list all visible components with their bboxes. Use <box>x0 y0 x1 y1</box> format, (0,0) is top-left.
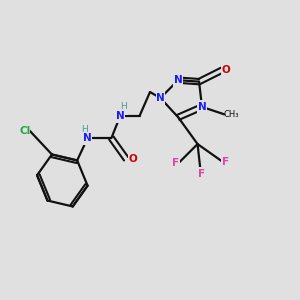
Bar <box>170 157 180 170</box>
Text: CH₃: CH₃ <box>223 110 238 119</box>
Text: F: F <box>172 158 179 168</box>
Text: F: F <box>199 169 206 179</box>
Bar <box>226 108 236 121</box>
Bar <box>116 109 125 122</box>
Bar <box>197 100 207 114</box>
Bar <box>20 124 30 137</box>
Text: Cl: Cl <box>20 126 31 136</box>
Text: N: N <box>83 133 92 143</box>
Text: H: H <box>120 102 127 111</box>
Bar <box>128 152 137 166</box>
Bar <box>221 63 230 76</box>
Text: F: F <box>222 157 230 167</box>
Bar <box>118 102 128 115</box>
Bar <box>83 131 92 145</box>
Text: H: H <box>81 125 88 134</box>
Text: O: O <box>221 65 230 75</box>
Text: O: O <box>128 154 137 164</box>
Text: N: N <box>174 75 183 85</box>
Bar <box>197 167 207 181</box>
Bar <box>173 74 183 87</box>
Text: N: N <box>198 102 206 112</box>
Text: N: N <box>116 111 125 121</box>
Bar <box>156 91 165 105</box>
Bar <box>80 124 89 137</box>
Bar <box>221 155 230 169</box>
Text: N: N <box>156 93 165 103</box>
